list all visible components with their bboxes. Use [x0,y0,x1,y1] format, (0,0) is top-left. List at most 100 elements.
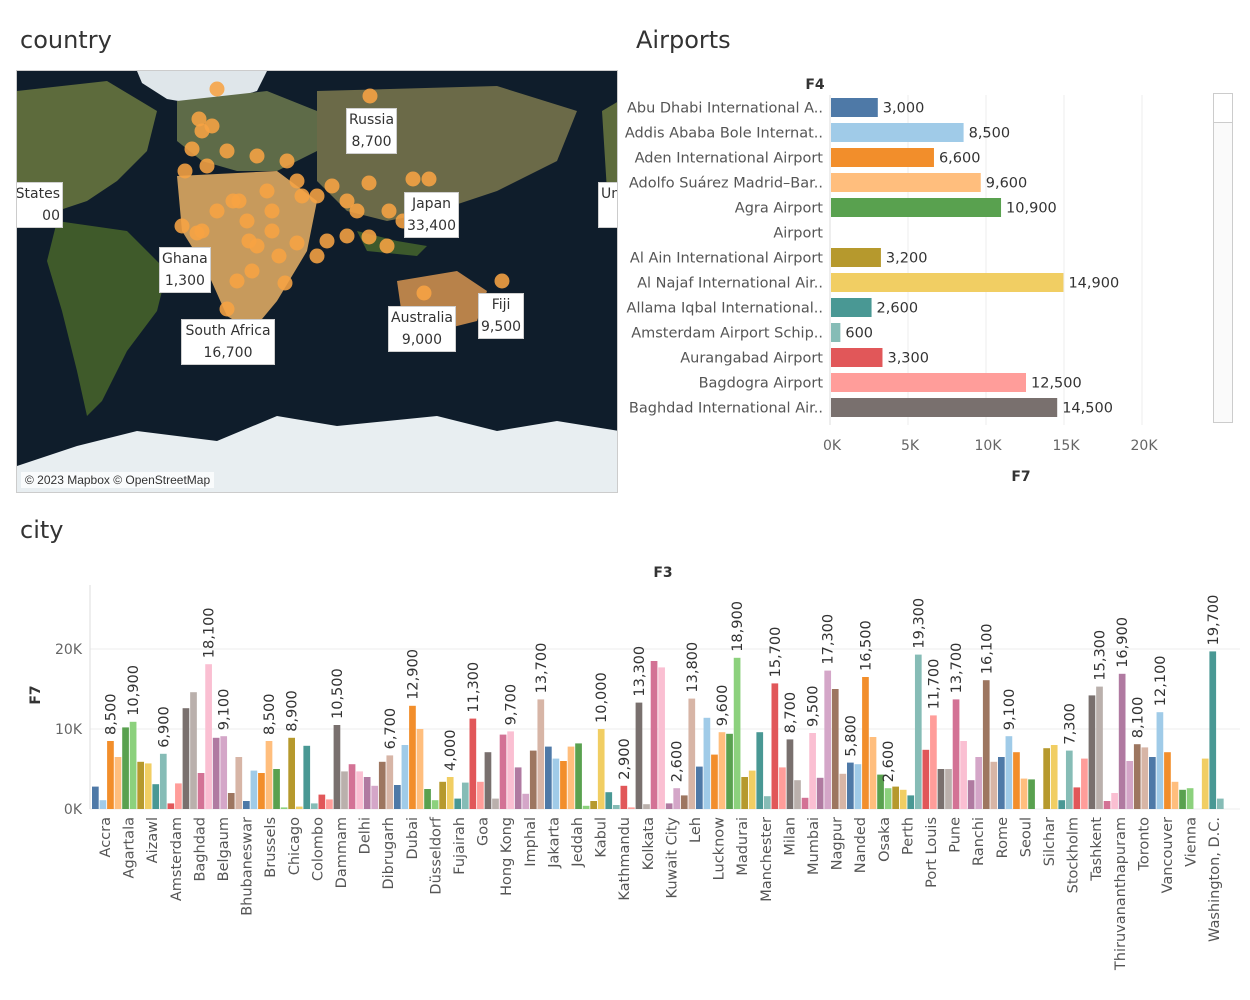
city-bar[interactable] [854,764,862,809]
city-bar[interactable] [514,767,522,809]
city-bar[interactable] [899,789,907,809]
city-bar[interactable] [326,799,333,809]
city-bar[interactable] [628,807,635,809]
map-label-russia[interactable]: Russia 8,700 [346,108,398,154]
city-bar[interactable] [643,804,650,809]
city-bar[interactable] [522,793,530,809]
map-canvas[interactable] [17,71,618,493]
city-bar[interactable] [696,766,703,809]
city-bar[interactable] [363,777,371,809]
map-dot[interactable] [204,118,220,134]
city-bar[interactable] [1096,686,1103,809]
map-dot[interactable] [249,148,265,164]
city-bar[interactable] [998,757,1005,809]
airports-bar[interactable] [831,398,1058,417]
city-bar[interactable] [288,737,295,809]
city-bar[interactable] [537,699,545,809]
city-bar[interactable] [507,731,514,809]
airports-scroll-thumb[interactable] [1214,94,1232,123]
city-bar[interactable] [333,725,341,809]
city-bar[interactable] [401,745,409,809]
city-bar[interactable] [945,769,952,809]
airports-scrollbar[interactable] [1213,93,1233,423]
city-bar[interactable] [310,803,318,809]
city-bar[interactable] [1058,800,1066,809]
city-bar[interactable] [862,677,869,809]
city-bar[interactable] [575,743,582,809]
map-dot[interactable] [349,203,365,219]
map-dot[interactable] [191,111,207,127]
airports-bar[interactable] [831,148,934,167]
city-bar[interactable] [801,797,809,809]
map-label-ghana[interactable]: Ghana 1,300 [159,247,211,293]
city-bar[interactable] [114,757,122,809]
city-bar[interactable] [1020,778,1028,809]
map-dot[interactable] [219,301,235,317]
airports-bar[interactable] [831,198,1002,217]
city-bar[interactable] [786,739,794,809]
city-bar[interactable] [741,777,748,809]
city-bar[interactable] [1216,798,1224,809]
city-bar[interactable] [99,800,107,809]
map-dot[interactable] [494,273,510,289]
city-bar[interactable] [258,773,265,809]
map-dot[interactable] [174,218,190,234]
city-bar[interactable] [280,807,288,809]
city-bar[interactable] [235,757,243,809]
city-bar[interactable] [884,788,892,809]
map-dot[interactable] [289,173,305,189]
city-bar[interactable] [952,699,960,809]
map-dot[interactable] [362,88,378,104]
map-dot[interactable] [271,248,287,264]
airports-bar[interactable] [831,98,878,117]
city-bar[interactable] [1103,801,1111,809]
map-dot[interactable] [416,285,432,301]
city-bar[interactable] [869,737,877,809]
city-bar[interactable] [726,733,733,809]
city-bar[interactable] [152,784,160,809]
airports-bar[interactable] [831,348,883,367]
city-bar[interactable] [552,758,560,809]
city-bar[interactable] [499,734,507,809]
city-bar[interactable] [1201,758,1209,809]
city-bar[interactable] [129,721,137,809]
city-bar[interactable] [779,767,786,809]
city-bar[interactable] [190,692,197,809]
city-bar[interactable] [446,777,454,809]
city-bar[interactable] [454,798,462,809]
city-bar[interactable] [665,803,673,809]
city-bar[interactable] [341,771,348,809]
map-dot[interactable] [259,183,275,199]
city-bar[interactable] [1164,752,1171,809]
city-bar[interactable] [484,752,492,809]
city-bar[interactable] [763,796,771,809]
map-dot[interactable] [184,141,200,157]
city-bar[interactable] [212,737,220,809]
map-dot[interactable] [421,171,437,187]
city-bar[interactable] [461,782,469,809]
city-bar[interactable] [680,795,688,809]
city-bar[interactable] [1043,748,1050,809]
city-bar[interactable] [1141,747,1149,809]
city-bar[interactable] [265,741,273,809]
city-bar[interactable] [167,803,175,809]
city-bar[interactable] [1073,787,1081,809]
city-bar[interactable] [1209,651,1217,809]
city-bar[interactable] [122,727,129,809]
map-dot[interactable] [277,275,293,291]
country-map[interactable]: Russia 8,700 Japan 33,400 Ghana 1,300 So… [16,70,618,493]
city-bar[interactable] [439,781,446,809]
map-dot[interactable] [309,188,325,204]
city-bar[interactable] [469,718,477,809]
city-bar[interactable] [567,746,575,809]
city-bar[interactable] [650,661,658,809]
airports-bar[interactable] [831,123,964,142]
city-bar[interactable] [1013,752,1020,809]
city-bar[interactable] [243,801,250,809]
city-bar[interactable] [1065,750,1073,809]
city-bar[interactable] [1050,745,1058,809]
city-bar[interactable] [847,762,854,809]
city-bar[interactable] [220,736,228,809]
map-dot[interactable] [219,143,235,159]
map-dot[interactable] [324,178,340,194]
